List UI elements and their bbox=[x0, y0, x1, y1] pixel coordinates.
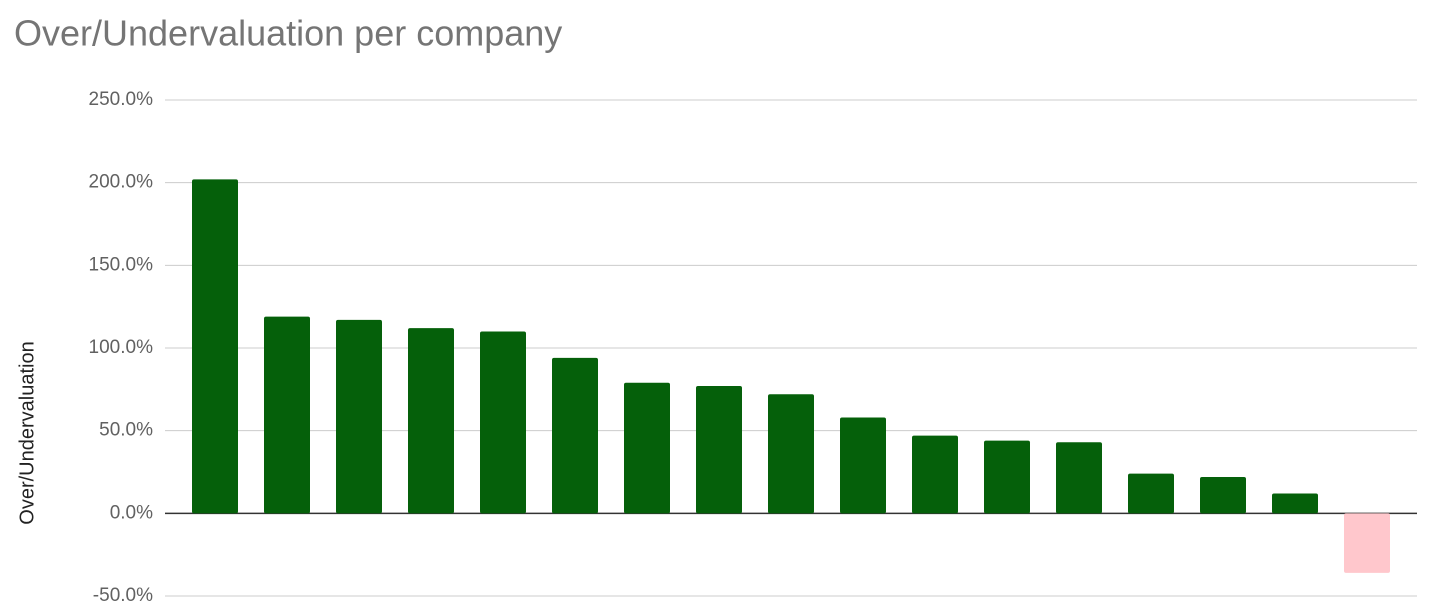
y-tick-label: 250.0% bbox=[89, 89, 154, 110]
y-tick-label: 0.0% bbox=[110, 502, 153, 523]
y-tick-label: 200.0% bbox=[89, 172, 154, 193]
bar bbox=[1200, 476, 1246, 514]
y-axis-label: Over/Undervaluation bbox=[16, 341, 38, 524]
bar bbox=[1056, 442, 1102, 514]
bar bbox=[840, 417, 886, 514]
chart-title: Over/Undervaluation per company bbox=[14, 13, 562, 54]
y-tick-label: 50.0% bbox=[99, 420, 153, 441]
y-tick-label: -50.0% bbox=[93, 585, 153, 606]
bar bbox=[1272, 493, 1318, 514]
bar bbox=[264, 316, 310, 514]
bar bbox=[1128, 473, 1174, 514]
bar bbox=[912, 435, 958, 514]
bar bbox=[1344, 513, 1390, 573]
bar bbox=[552, 357, 598, 514]
bar bbox=[624, 382, 670, 514]
bar bbox=[480, 331, 526, 514]
y-tick-label: 100.0% bbox=[89, 337, 154, 358]
bar bbox=[696, 386, 742, 514]
bar bbox=[408, 328, 454, 514]
bar bbox=[768, 394, 814, 514]
bar bbox=[192, 179, 238, 514]
bar bbox=[984, 440, 1030, 514]
bar bbox=[336, 319, 382, 514]
y-tick-label: 150.0% bbox=[89, 254, 154, 275]
